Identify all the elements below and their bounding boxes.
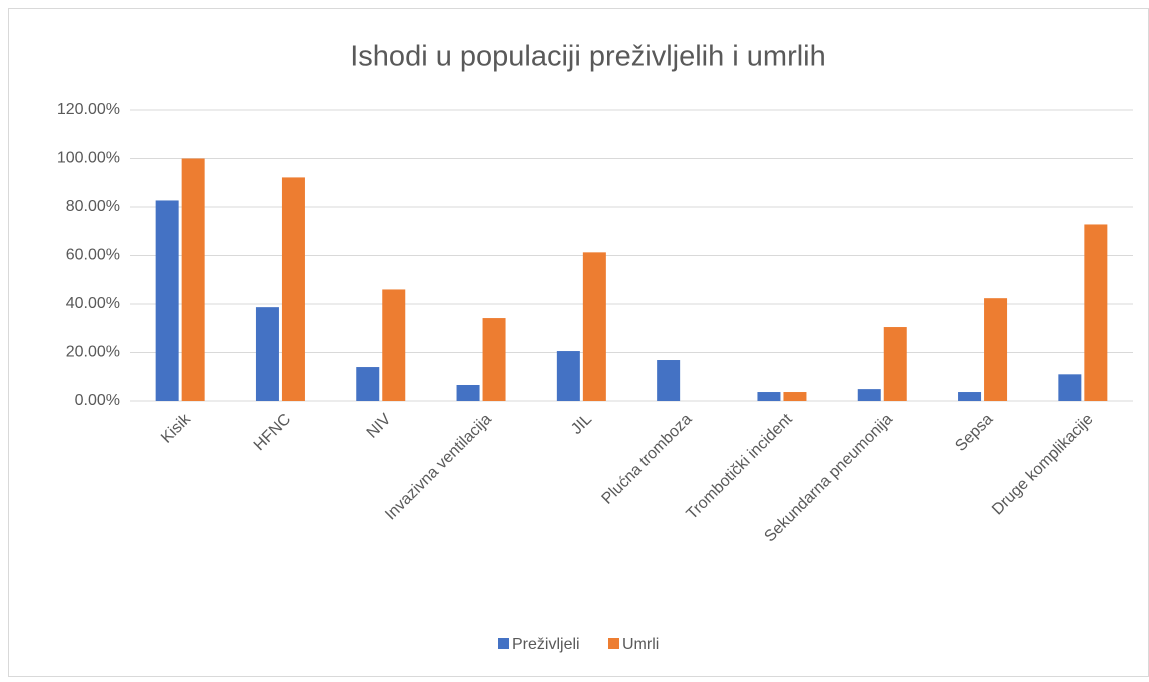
bar [482,318,506,401]
bar [382,289,406,401]
bar [255,307,279,401]
chart-title: Ishodi u populaciji preživljelih i umrli… [350,41,826,73]
y-tick-label: 20.00% [66,344,120,361]
y-tick-label: 60.00% [66,247,120,264]
legend-swatch [608,638,619,649]
legend-swatch [498,638,509,649]
bar [1058,374,1082,401]
bar [984,298,1008,401]
bar [456,384,480,401]
bar [356,367,380,401]
y-tick-label: 120.00% [57,101,120,118]
y-tick-label: 100.00% [57,150,120,167]
y-tick-label: 80.00% [66,198,120,215]
bar [281,177,305,401]
bar [155,200,179,401]
bar [556,351,580,401]
bar [582,252,606,401]
bar [783,392,807,401]
y-tick-label: 0.00% [75,392,120,409]
bar [857,389,881,401]
bar [181,158,205,401]
legend-label: Umrli [622,636,659,653]
bar [958,392,982,401]
chart-border [8,8,1149,677]
bar [1084,224,1108,401]
bar [657,360,681,401]
bar [757,392,781,401]
bar [883,327,907,401]
legend-label: Preživljeli [512,636,580,653]
y-tick-label: 40.00% [66,295,120,312]
